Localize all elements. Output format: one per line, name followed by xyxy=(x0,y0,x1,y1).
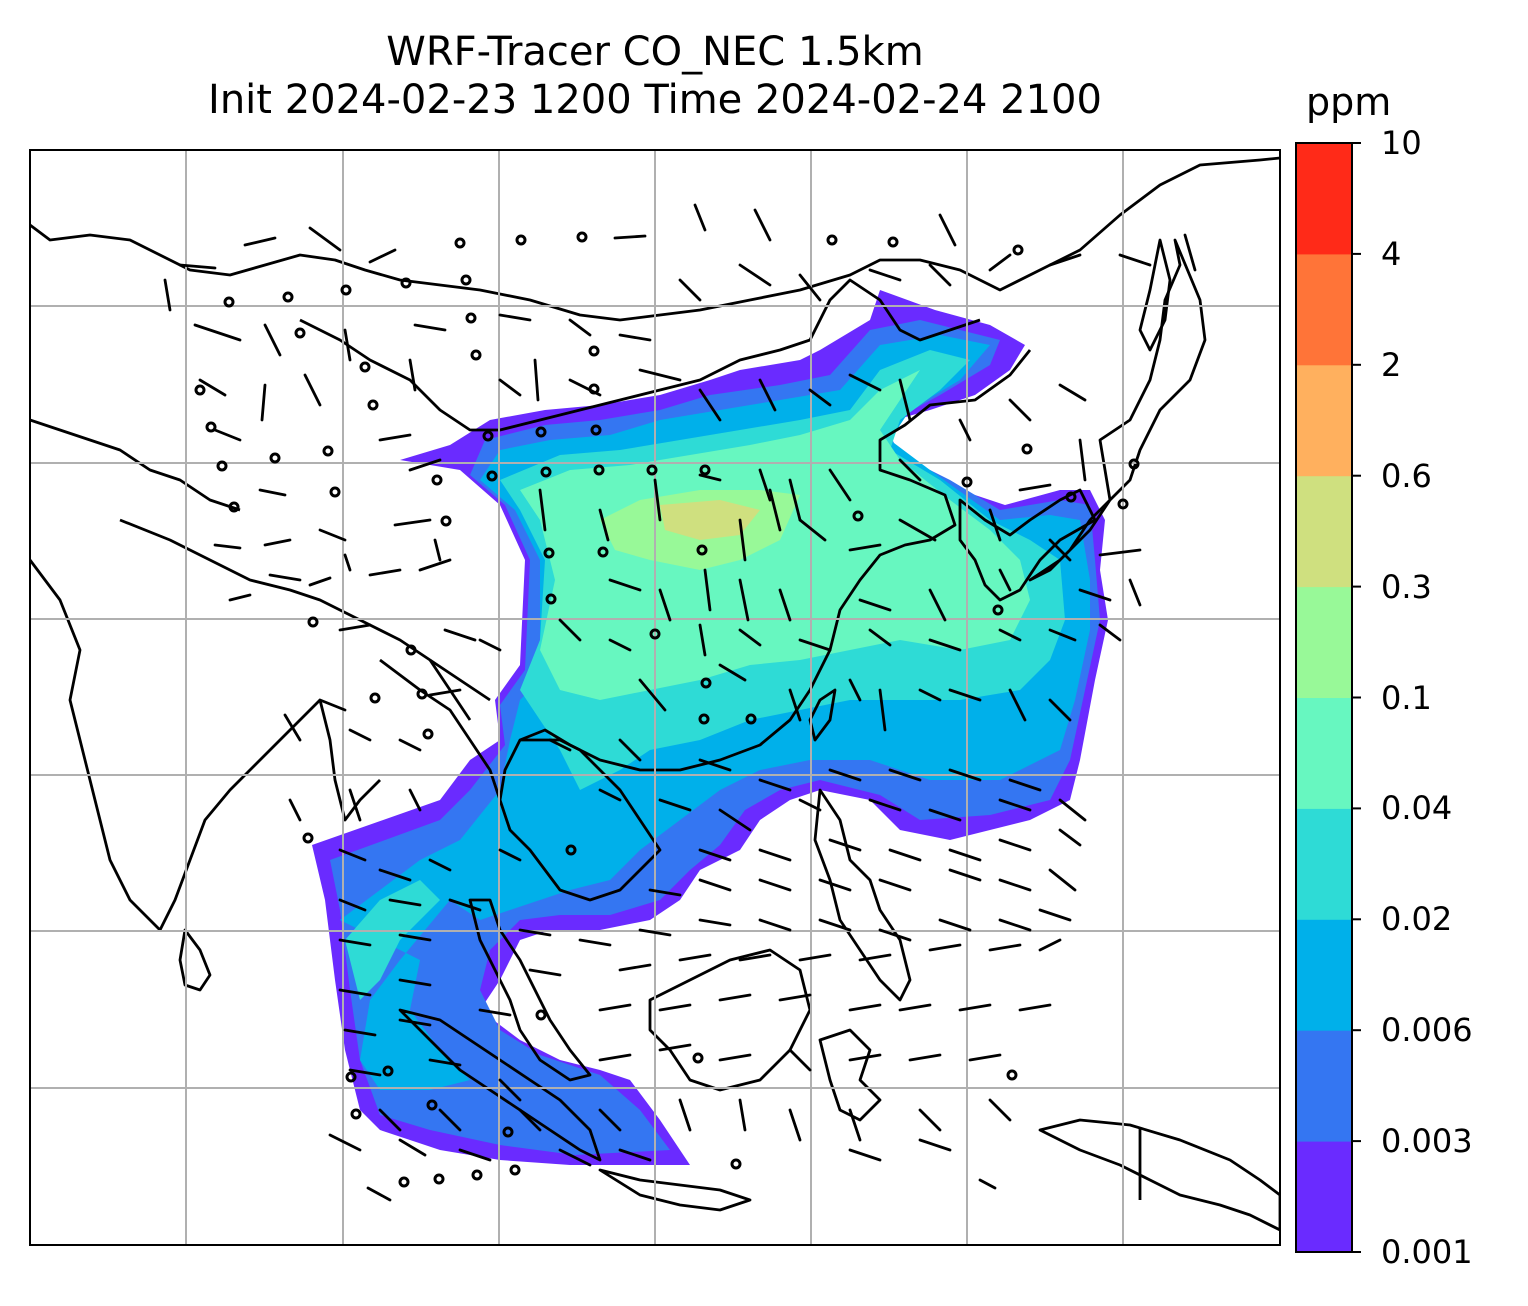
colorbar-unit-label: ppm xyxy=(1306,80,1392,124)
colorbar-segment xyxy=(1296,1030,1352,1142)
title-line-2: Init 2024-02-23 1200 Time 2024-02-24 210… xyxy=(208,77,1102,123)
map-area xyxy=(30,150,1280,1245)
colorbar-tick-label: 0.001 xyxy=(1381,1233,1473,1271)
colorbar-segment xyxy=(1296,919,1352,1031)
colorbar-tick-label: 0.1 xyxy=(1381,678,1432,717)
coastline-bay-of-bengal xyxy=(318,699,381,822)
coastline-taiwan xyxy=(808,688,837,742)
colorbar-tick-label: 4 xyxy=(1381,234,1402,273)
colorbar-tick-label: 2 xyxy=(1381,345,1402,384)
colorbar-segment xyxy=(1296,808,1352,920)
colorbar-tick-label: 10 xyxy=(1381,124,1422,162)
colorbar-tick-label: 0.3 xyxy=(1381,567,1432,606)
coastline-sulawesi xyxy=(818,1028,882,1122)
coastlines xyxy=(30,156,1280,1232)
colorbar-segment xyxy=(1296,143,1352,255)
border-mongolia xyxy=(299,318,811,432)
colorbar-tick-label: 0.006 xyxy=(1381,1011,1473,1050)
map-frame xyxy=(29,149,1281,1246)
coastline-china-east xyxy=(519,349,1032,772)
coastline-sri-lanka xyxy=(178,928,212,992)
coastline-sakhalin xyxy=(1138,238,1172,352)
colorbar-segment xyxy=(1296,364,1352,477)
border-central-asia xyxy=(30,418,241,512)
calm-markers xyxy=(194,231,1140,1188)
coastline-indochina xyxy=(498,738,662,902)
colorbar-segment xyxy=(1296,586,1352,698)
coastline-japan xyxy=(1028,238,1207,582)
title-line-1: WRF-Tracer CO_NEC 1.5km xyxy=(386,29,924,75)
border-russia-china xyxy=(808,278,981,342)
coastline-korea xyxy=(958,488,1097,602)
wind-barbs xyxy=(163,203,1197,1202)
border-himalaya xyxy=(119,518,491,702)
colorbar-tick-label: 0.6 xyxy=(1381,456,1432,495)
colorbar-tick-label: 0.02 xyxy=(1381,900,1453,939)
colorbar-tick-label: 0.003 xyxy=(1381,1122,1473,1161)
colorbar-segment xyxy=(1296,697,1352,809)
coastline-mainland xyxy=(30,156,1280,322)
colorbar-segment xyxy=(1296,475,1352,588)
coastline-java xyxy=(598,1168,752,1212)
colorbar xyxy=(1295,142,1361,1253)
coastline-philippines xyxy=(813,788,912,1002)
colorbar-tick-label: 0.04 xyxy=(1381,789,1453,828)
colorbar-segment xyxy=(1296,1141,1352,1253)
map-title: WRF-Tracer CO_NEC 1.5km Init 2024-02-23 … xyxy=(30,28,1280,124)
field-0.3 xyxy=(660,500,760,540)
coastline-sumatra xyxy=(398,1008,602,1162)
colorbar-segment xyxy=(1296,253,1352,366)
coastline-new-guinea xyxy=(1038,1118,1280,1232)
